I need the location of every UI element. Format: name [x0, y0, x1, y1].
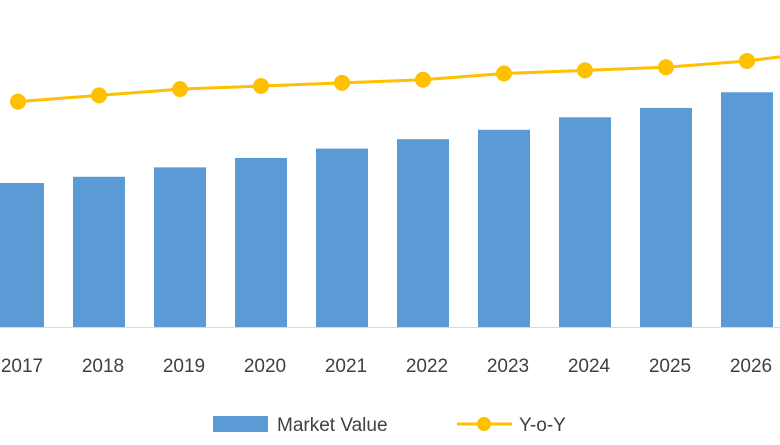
- bar-market-value-2026: [721, 92, 773, 327]
- bar-market-value-2019: [154, 167, 206, 327]
- legend-swatch-yoy-marker: [477, 417, 491, 431]
- point-yoy-2020: [253, 77, 269, 94]
- x-tick-label-2021: 2021: [325, 356, 367, 377]
- x-tick-label-2025: 2025: [649, 356, 691, 377]
- bar-market-value-2024: [559, 117, 611, 327]
- bar-market-value-2017: [0, 183, 44, 327]
- line-layer: [10, 52, 780, 110]
- bar-market-value-2025: [640, 107, 692, 328]
- x-tick-labels: 2017 2018 2019 2020 2021 2022 2023 2024 2025 2026: [1, 356, 772, 377]
- bar-market-value-2018: [73, 176, 125, 327]
- x-tick-label-2018: 2018: [82, 356, 124, 377]
- bar-market-value-2020: [235, 157, 287, 327]
- point-yoy-2018: [91, 87, 107, 104]
- x-tick-label-2017: 2017: [1, 356, 43, 377]
- point-yoy-2026: [739, 52, 755, 69]
- legend-label-yoy: Y-o-Y: [519, 415, 566, 436]
- x-tick-label-2022: 2022: [406, 356, 448, 377]
- point-yoy-2023: [496, 65, 512, 82]
- legend: Market Value Y-o-Y: [213, 415, 566, 436]
- bar-market-value-2023: [478, 129, 530, 327]
- point-yoy-2019: [172, 81, 188, 98]
- x-tick-label-2026: 2026: [730, 356, 772, 377]
- point-yoy-2022: [415, 71, 431, 88]
- point-yoy-2021: [334, 74, 350, 91]
- bar-market-value-2021: [316, 148, 368, 327]
- x-tick-label-2024: 2024: [568, 356, 611, 377]
- point-yoy-2017: [10, 93, 26, 110]
- bars-layer: [0, 92, 773, 328]
- x-tick-label-2023: 2023: [487, 356, 529, 377]
- bar-market-value-2022: [397, 139, 449, 327]
- legend-label-market-value: Market Value: [277, 415, 388, 436]
- legend-swatch-market-value: [213, 416, 268, 432]
- point-yoy-2024: [577, 62, 593, 79]
- x-tick-label-2019: 2019: [163, 356, 205, 377]
- point-yoy-2025: [658, 59, 674, 76]
- x-tick-label-2020: 2020: [244, 356, 286, 377]
